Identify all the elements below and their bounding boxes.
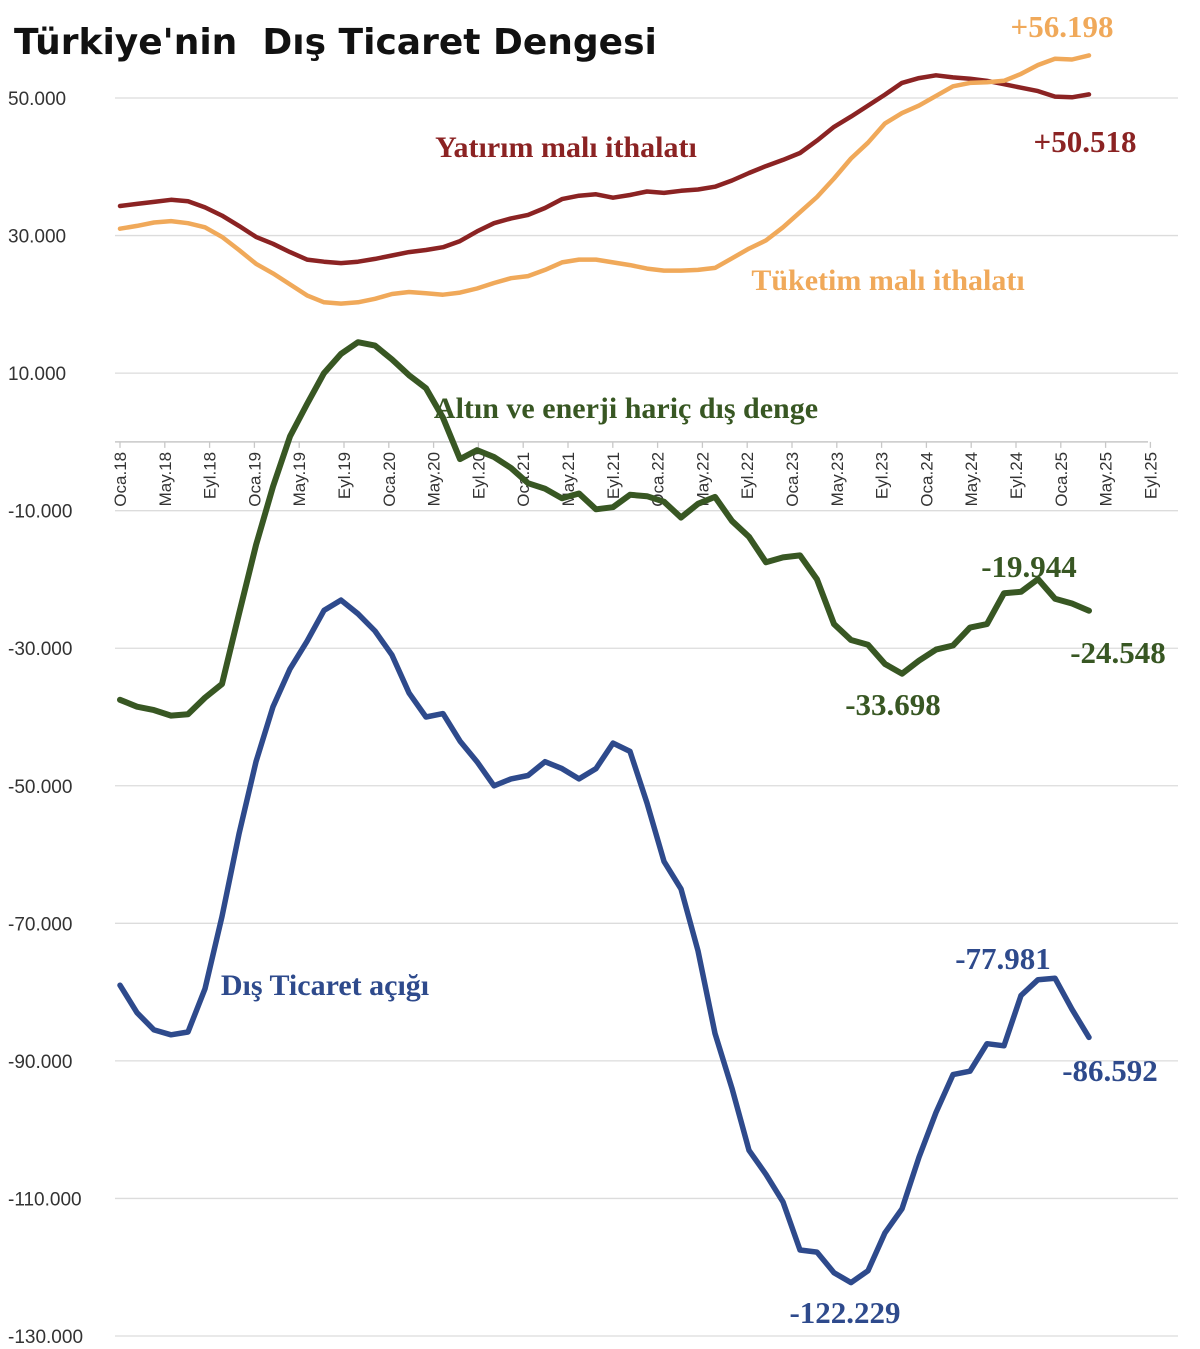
data-label-0-0: +50.518 — [1034, 124, 1137, 159]
data-label-2-2: -24.548 — [1070, 635, 1166, 670]
y-tick-label: -50.000 — [8, 777, 72, 798]
x-tick-label: Eyl.23 — [873, 452, 892, 499]
x-tick-label: Eyl.20 — [469, 452, 488, 499]
series-line-0 — [117, 73, 1092, 266]
y-tick-label: -30.000 — [8, 639, 72, 660]
x-tick-label: Oca.19 — [245, 452, 264, 507]
data-label-3-1: -77.981 — [955, 941, 1051, 976]
y-tick-label: 50.000 — [8, 89, 66, 110]
y-axis-ticks: 50.000 30.000 10.000 -10.000 -30.000 -50.000 -… — [8, 89, 83, 1348]
y-tick-label: -70.000 — [8, 914, 72, 935]
data-label-2-1: -19.944 — [981, 549, 1077, 584]
x-tick-label: Eyl.19 — [335, 452, 354, 499]
y-tick-label: -110.000 — [8, 1189, 82, 1210]
x-tick-label: Oca.23 — [783, 452, 802, 507]
series-label-2: Altın ve enerji hariç dış denge — [434, 392, 818, 425]
y-tick-label: -130.000 — [8, 1327, 83, 1348]
chart-title: Türkiye'nin Dış Ticaret Dengesi — [14, 22, 657, 63]
x-tick-label: May.24 — [962, 452, 981, 507]
data-label-3-2: -86.592 — [1062, 1053, 1158, 1088]
y-tick-label: 30.000 — [8, 227, 66, 248]
x-tick-label: Eyl.18 — [201, 452, 220, 499]
x-tick-label: May.25 — [1097, 452, 1116, 507]
series-line-1 — [117, 53, 1092, 306]
x-tick-label: Oca.18 — [111, 452, 130, 507]
x-axis-ticks: Oca.18 May.18 Eyl.18 Oca.19 May.19 Eyl.19 Oca.… — [111, 441, 1160, 507]
series-labels: Yatırım malı ithalatı +50.518 Tüketim malı… — [221, 9, 1166, 1330]
series-label-3: Dış Ticaret açığı — [221, 969, 429, 1002]
data-label-1-0: +56.198 — [1011, 9, 1114, 44]
x-tick-label: May.18 — [156, 452, 175, 507]
y-tick-label: 10.000 — [8, 364, 66, 385]
series-label-0: Yatırım malı ithalatı — [435, 131, 697, 164]
x-tick-label: May.23 — [828, 452, 847, 507]
x-tick-label: Oca.22 — [649, 452, 668, 507]
x-tick-label: Oca.20 — [380, 452, 399, 507]
series-line-2 — [117, 339, 1092, 719]
y-tick-label: -10.000 — [8, 502, 72, 523]
x-tick-label: Eyl.25 — [1141, 452, 1160, 499]
x-tick-label: May.22 — [693, 452, 712, 507]
x-tick-label: Oca.25 — [1052, 452, 1071, 507]
data-label-3-0: -122.229 — [789, 1295, 900, 1330]
x-tick-label: Eyl.21 — [604, 452, 623, 499]
x-tick-label: Oca.24 — [917, 452, 936, 507]
x-tick-label: May.19 — [290, 452, 309, 507]
data-label-2-0: -33.698 — [845, 687, 941, 722]
y-tick-label: -90.000 — [8, 1052, 72, 1073]
x-tick-label: Eyl.24 — [1007, 452, 1026, 499]
series-label-1: Tüketim malı ithalatı — [751, 264, 1024, 297]
x-tick-label: May.20 — [425, 452, 444, 507]
series-lines — [117, 53, 1092, 1286]
x-tick-label: Eyl.22 — [738, 452, 757, 499]
series-line-3 — [117, 597, 1092, 1286]
